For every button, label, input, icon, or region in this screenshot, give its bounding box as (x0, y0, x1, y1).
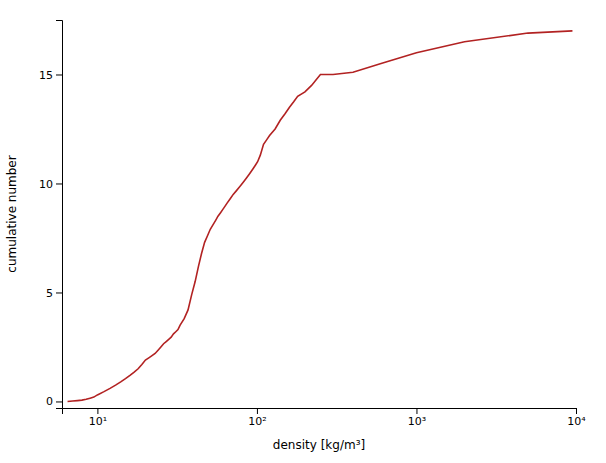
x-axis-line (63, 409, 577, 415)
x-tick-mark (416, 408, 417, 414)
y-axis-line (56, 21, 63, 409)
x-tick-mark (576, 408, 577, 414)
x-tick-label: 10² (248, 415, 266, 428)
y-tick-label: 5 (46, 286, 53, 299)
y-tick: 15 (39, 69, 62, 82)
x-tick-mark (97, 408, 98, 414)
plot: 10¹ 10² 10³ 10⁴ 0 5 10 15 (39, 21, 586, 428)
x-tick: 10⁴ (567, 408, 586, 428)
x-tick: 10³ (408, 408, 426, 428)
y-tick: 5 (46, 286, 62, 299)
y-tick-label: 15 (39, 69, 53, 82)
y-tick: 10 (39, 178, 62, 191)
y-tick-label: 0 (46, 395, 53, 408)
x-tick: 10² (248, 408, 266, 428)
x-tick-label: 10¹ (89, 415, 107, 428)
y-tick-label: 10 (39, 178, 53, 191)
y-axis-title: cumulative number (5, 155, 19, 272)
marks (68, 31, 573, 402)
x-axis-title: density [kg/m³] (273, 438, 365, 452)
x-tick-label: 10³ (408, 415, 426, 428)
chart: 10¹ 10² 10³ 10⁴ 0 5 10 15 density [kg/m³] cumulat… (0, 0, 606, 463)
y-axis: 0 5 10 15 (39, 21, 63, 409)
data-line (68, 31, 573, 402)
x-axis: 10¹ 10² 10³ 10⁴ (63, 408, 587, 428)
y-tick-mark (56, 292, 62, 293)
x-tick-label: 10⁴ (567, 415, 586, 428)
x-tick: 10¹ (89, 408, 107, 428)
y-tick-mark (56, 183, 62, 184)
x-tick-mark (257, 408, 258, 414)
y-tick-mark (56, 401, 62, 402)
y-tick: 0 (46, 395, 62, 408)
y-tick-mark (56, 74, 62, 75)
